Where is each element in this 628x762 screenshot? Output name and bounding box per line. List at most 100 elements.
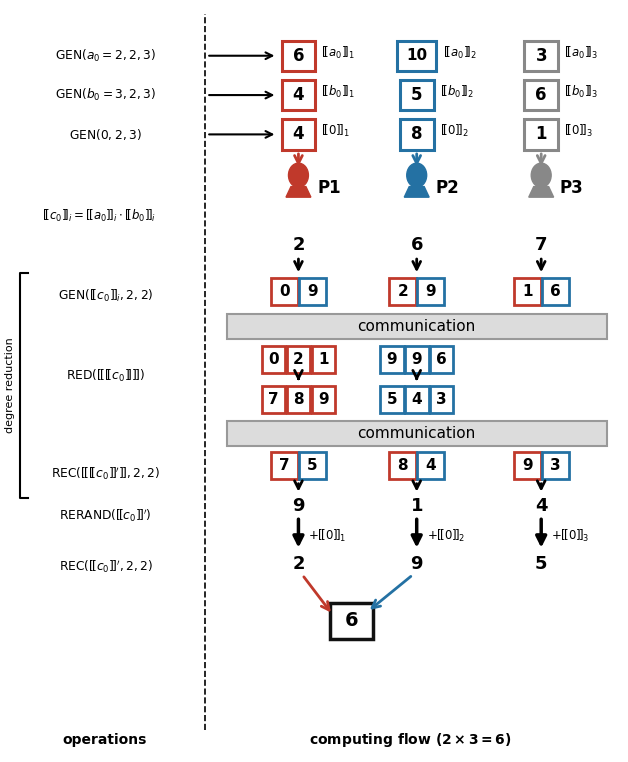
FancyBboxPatch shape [271,278,298,306]
Text: 7: 7 [268,392,279,407]
FancyBboxPatch shape [286,386,310,413]
Text: communication: communication [357,427,476,441]
Text: 9: 9 [386,352,397,367]
Text: 4: 4 [411,392,422,407]
FancyBboxPatch shape [405,386,428,413]
Text: $+[\![0]\!]_1$: $+[\![0]\!]_1$ [308,528,347,544]
Text: 2: 2 [293,352,304,367]
Text: $[\![a_0]\!]_2$: $[\![a_0]\!]_2$ [443,45,477,61]
FancyBboxPatch shape [299,452,326,479]
Text: $[\![a_0]\!]_3$: $[\![a_0]\!]_3$ [564,45,598,61]
Text: 6: 6 [550,284,561,299]
Circle shape [288,163,308,187]
FancyBboxPatch shape [524,40,558,71]
Text: 1: 1 [536,126,547,143]
Text: 6: 6 [411,236,423,254]
Text: 6: 6 [436,352,447,367]
FancyBboxPatch shape [430,386,453,413]
Text: RED$([\![[\![c_0]\!]]\!])$: RED$([\![[\![c_0]\!]]\!])$ [66,367,145,384]
Text: $+[\![0]\!]_2$: $+[\![0]\!]_2$ [426,528,465,544]
Text: 8: 8 [293,392,304,407]
Text: $+[\![0]\!]_3$: $+[\![0]\!]_3$ [551,528,590,544]
Text: 6: 6 [345,611,358,630]
FancyBboxPatch shape [271,452,298,479]
Text: 8: 8 [398,458,408,473]
Text: 4: 4 [293,126,304,143]
Text: $[\![b_0]\!]_2$: $[\![b_0]\!]_2$ [440,84,475,100]
Text: 0: 0 [268,352,279,367]
FancyBboxPatch shape [405,346,428,373]
FancyBboxPatch shape [299,278,326,306]
Text: 9: 9 [318,392,328,407]
FancyBboxPatch shape [380,386,404,413]
Text: computing flow ($\mathbf{2 \times 3 = 6}$): computing flow ($\mathbf{2 \times 3 = 6}… [309,732,512,749]
Text: 2: 2 [292,555,305,573]
FancyBboxPatch shape [514,452,541,479]
Text: 9: 9 [522,458,533,473]
Text: REC$([\![c_0]\!]', 2, 2)$: REC$([\![c_0]\!]', 2, 2)$ [58,558,153,575]
Text: 9: 9 [307,284,318,299]
Text: 9: 9 [411,555,423,573]
Polygon shape [529,187,554,197]
Text: $[\![0]\!]_3$: $[\![0]\!]_3$ [564,123,593,139]
FancyBboxPatch shape [524,120,558,149]
Text: 1: 1 [318,352,328,367]
Text: 9: 9 [425,284,436,299]
Text: communication: communication [357,319,476,334]
Text: 5: 5 [535,555,548,573]
Text: 5: 5 [307,458,318,473]
Text: 5: 5 [411,86,423,104]
FancyBboxPatch shape [286,346,310,373]
Circle shape [531,163,551,187]
Text: 5: 5 [386,392,397,407]
Text: 6: 6 [536,86,547,104]
FancyBboxPatch shape [430,346,453,373]
FancyBboxPatch shape [281,120,315,149]
FancyBboxPatch shape [380,346,404,373]
FancyBboxPatch shape [227,314,607,339]
Text: GEN$(a_0 = 2, 2, 3)$: GEN$(a_0 = 2, 2, 3)$ [55,48,156,64]
FancyBboxPatch shape [389,452,416,479]
Text: 10: 10 [406,48,427,63]
Text: GEN$([\![c_0]\!]_i, 2, 2)$: GEN$([\![c_0]\!]_i, 2, 2)$ [58,288,153,304]
Text: $[\![0]\!]_1$: $[\![0]\!]_1$ [322,123,350,139]
Text: GEN$(0, 2, 3)$: GEN$(0, 2, 3)$ [69,127,142,142]
FancyBboxPatch shape [524,80,558,110]
Circle shape [407,163,426,187]
FancyBboxPatch shape [389,278,416,306]
Text: 0: 0 [279,284,290,299]
Text: 3: 3 [436,392,447,407]
FancyBboxPatch shape [542,452,568,479]
Text: $[\![b_0]\!]_3$: $[\![b_0]\!]_3$ [564,84,598,100]
FancyBboxPatch shape [400,80,433,110]
Text: operations: operations [62,733,146,748]
FancyBboxPatch shape [227,421,607,447]
FancyBboxPatch shape [330,603,372,639]
Text: 6: 6 [293,46,304,65]
Text: $[\![0]\!]_2$: $[\![0]\!]_2$ [440,123,469,139]
Text: 3: 3 [536,46,547,65]
FancyBboxPatch shape [542,278,568,306]
Text: $[\![c_0]\!]_i = [\![a_0]\!]_i \cdot [\![b_0]\!]_i$: $[\![c_0]\!]_i = [\![a_0]\!]_i \cdot [\!… [42,208,156,224]
FancyBboxPatch shape [514,278,541,306]
Text: 7: 7 [279,458,290,473]
FancyBboxPatch shape [311,346,335,373]
Text: 1: 1 [411,497,423,515]
Text: 4: 4 [293,86,304,104]
Text: P1: P1 [317,179,341,197]
Text: 4: 4 [535,497,548,515]
Text: 1: 1 [522,284,533,299]
Text: 2: 2 [292,236,305,254]
Text: 9: 9 [411,352,422,367]
Text: $[\![b_0]\!]_1$: $[\![b_0]\!]_1$ [322,84,355,100]
Text: REC$([\![[\![c_0]\!]']\!], 2, 2)$: REC$([\![[\![c_0]\!]']\!], 2, 2)$ [51,465,160,482]
Text: 8: 8 [411,126,423,143]
FancyBboxPatch shape [400,120,433,149]
Text: 7: 7 [535,236,548,254]
Text: $[\![a_0]\!]_1$: $[\![a_0]\!]_1$ [322,45,355,61]
Polygon shape [286,187,311,197]
Text: RERAND$([\![c_0]\!]')$: RERAND$([\![c_0]\!]')$ [59,507,152,524]
FancyBboxPatch shape [418,452,444,479]
FancyBboxPatch shape [281,80,315,110]
Text: 4: 4 [425,458,436,473]
